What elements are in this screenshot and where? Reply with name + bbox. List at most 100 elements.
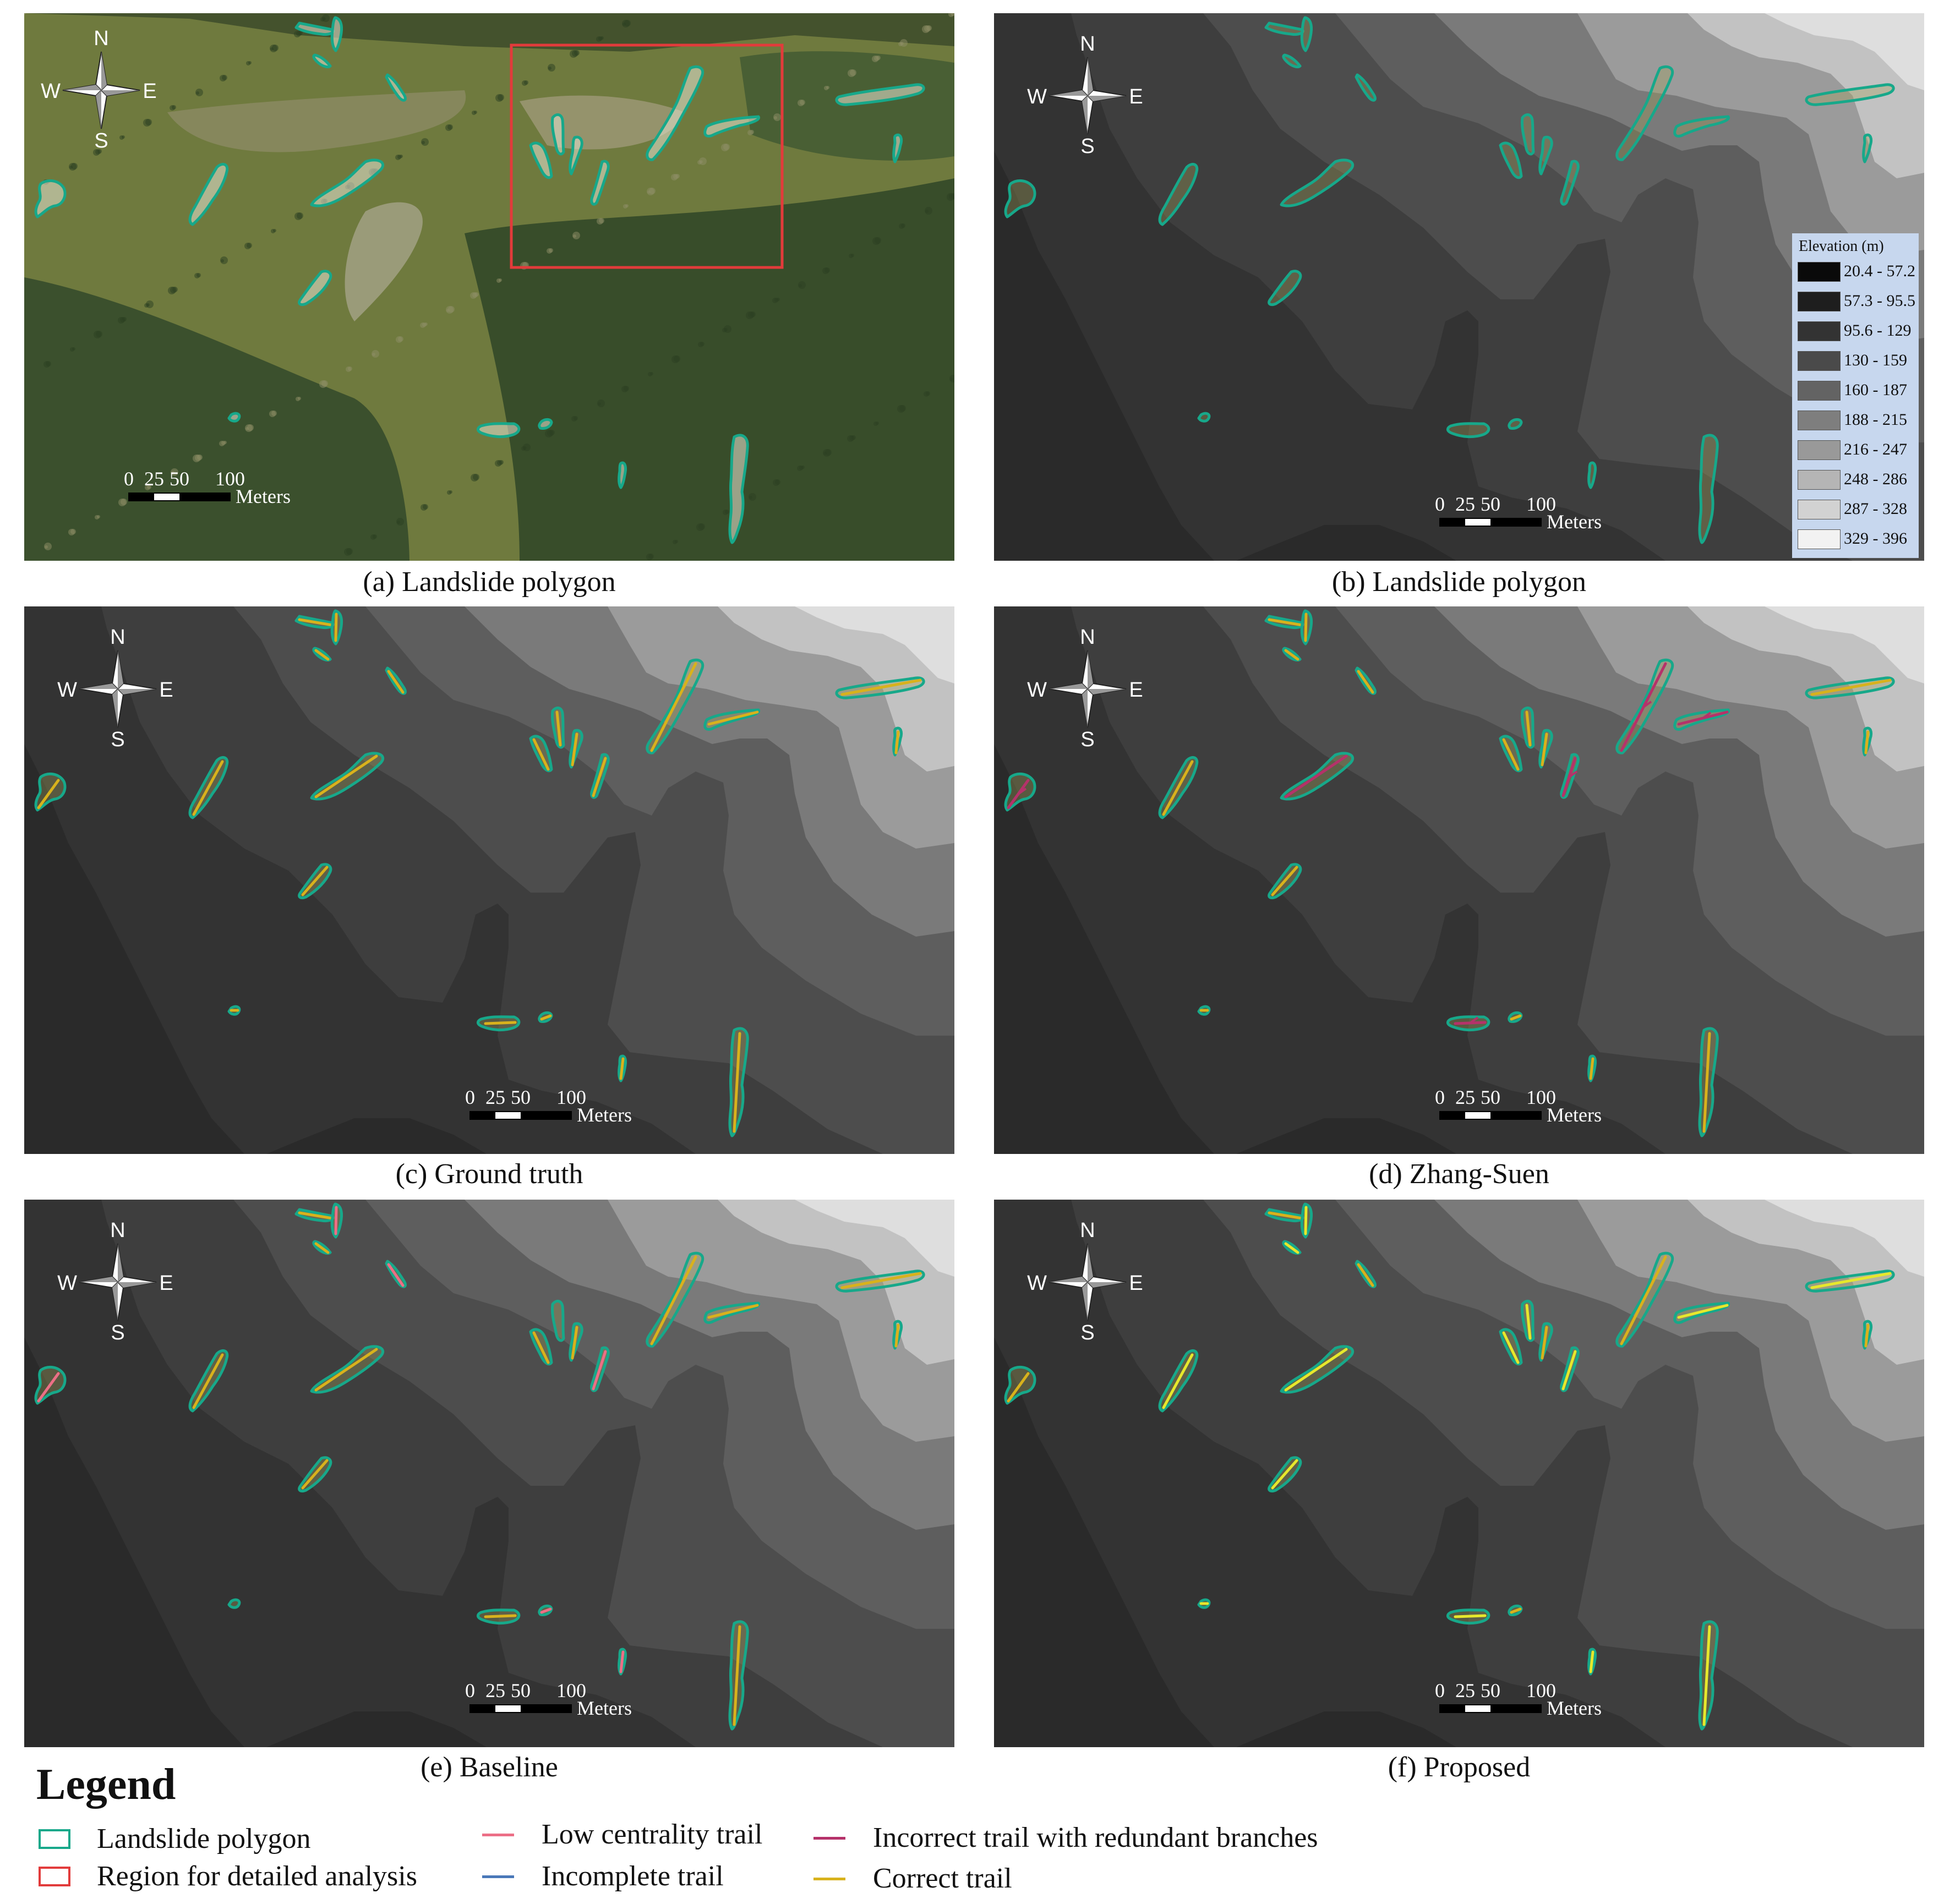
legend-label: Landslide polygon [97, 1823, 311, 1854]
landslide-polygon [590, 1346, 610, 1392]
scale-tick-label: 25 [485, 1086, 505, 1108]
elevation-class: 57.3 - 95.5 [1798, 289, 1915, 314]
landslide-polygon [298, 1456, 332, 1493]
trail-line [840, 679, 922, 696]
trail-line [1162, 760, 1194, 816]
panel-f: N S E W 0 25 50 100 Meters [994, 1200, 1924, 1747]
landslide-polygon [703, 115, 761, 138]
landslide-polygon [1446, 1015, 1490, 1032]
panel-c: N S E W 0 25 50 100 Meters [24, 606, 954, 1154]
trail-line [1810, 679, 1892, 696]
landslide-polygon [227, 1005, 241, 1016]
trail-line [1454, 1614, 1487, 1618]
redundant-branch [1642, 701, 1652, 708]
scale-tick-label: 0 [1435, 493, 1445, 515]
scale-tick-label: 50 [1481, 1086, 1500, 1108]
redundant-swatch [813, 1836, 845, 1840]
landslide-polygon [34, 179, 67, 218]
north-arrow-icon: N S E W [57, 626, 173, 751]
landslide-polygon [1004, 1365, 1036, 1405]
trail-line [1810, 1272, 1892, 1289]
trail-line [1702, 1032, 1711, 1133]
landslide-polygon [1197, 412, 1211, 423]
landslide-polygon [1300, 1202, 1313, 1239]
landslide-polygon [1521, 113, 1535, 156]
trail-line [540, 1607, 552, 1614]
scale-unit-label: Meters [1547, 511, 1602, 533]
trail-line [1864, 730, 1870, 754]
landslide-polygon [1560, 753, 1580, 799]
correct-swatch [813, 1877, 845, 1880]
landslide-polygon [1560, 1346, 1580, 1392]
elevation-swatch [1798, 262, 1841, 282]
trail-line [592, 1350, 607, 1391]
trail-line [1271, 1459, 1298, 1490]
panel-b: N S E W 0 25 50 100 Meters [994, 13, 1924, 561]
trail-line [1510, 1014, 1522, 1021]
compass-n-label: N [1080, 32, 1095, 56]
elevation-swatch [1798, 440, 1841, 460]
scale-unit-label: Meters [1547, 1697, 1602, 1719]
compass-n-label: N [110, 1219, 125, 1242]
scale-tick-label: 25 [1455, 493, 1475, 515]
north-arrow-icon: N S E W [57, 1219, 173, 1344]
landslide-polygon [551, 707, 565, 749]
landslide-polygon [1805, 83, 1895, 106]
elevation-swatch [1798, 411, 1841, 430]
landslide-polygon [477, 1608, 521, 1625]
elevation-class: 188 - 215 [1798, 408, 1907, 433]
scale-tick-label: 0 [1435, 1679, 1445, 1701]
panel-e: N S E W 0 25 50 100 Meters [24, 1200, 954, 1747]
trail-line [571, 732, 578, 767]
trail-line [592, 757, 607, 797]
trail-line [1525, 710, 1532, 747]
landslide-polygon [728, 1027, 749, 1137]
panel-d: N S E W 0 25 50 100 Meters [994, 606, 1924, 1154]
trail-line [1357, 670, 1374, 694]
landslide-polygon [1673, 1301, 1730, 1324]
elevation-class: 130 - 159 [1798, 349, 1907, 373]
landslide-polygon [892, 133, 903, 163]
landslide-polygon [1538, 1322, 1553, 1362]
scale-tick-label: 100 [215, 468, 245, 490]
trail-line [1589, 1650, 1594, 1673]
landslide-polygon [1282, 53, 1302, 69]
elevation-class: 20.4 - 57.2 [1798, 260, 1915, 284]
landslide-polygon [1805, 676, 1895, 699]
trail-line [1502, 1331, 1520, 1364]
scale-tick-label: 0 [124, 468, 134, 490]
landslide-polygon [538, 1011, 553, 1023]
scale-tick-label: 100 [1526, 1086, 1556, 1108]
landslide-polygon [1280, 752, 1354, 801]
landslide-polygon [1446, 1608, 1490, 1625]
trail-line [314, 1242, 330, 1254]
landslide-polygon [1615, 658, 1674, 754]
trail-line [314, 649, 330, 661]
landslide-polygon [312, 53, 332, 69]
caption-a: (a) Landslide polygon [363, 566, 616, 598]
landslide-polygon [1282, 647, 1302, 662]
elevation-class: 216 - 247 [1798, 438, 1907, 462]
scale-tick-label: 25 [144, 468, 164, 490]
landslide-polygon [34, 772, 67, 812]
trail-line [555, 710, 562, 747]
landslide-polygon [569, 1322, 583, 1362]
landslide-polygon [1004, 772, 1036, 812]
landslide-polygon [1268, 270, 1302, 307]
landslide-polygon [1615, 1251, 1674, 1348]
landslide-polygon [477, 1015, 521, 1032]
caption-d: (d) Zhang-Suen [1369, 1158, 1549, 1190]
elevation-swatch [1798, 292, 1841, 311]
trail-line [37, 1372, 60, 1403]
compass-s-label: S [111, 1321, 124, 1344]
compass-w-label: W [41, 80, 61, 103]
trail-line [387, 670, 405, 694]
landslide-polygon [310, 752, 384, 801]
landslide-polygon [298, 863, 332, 900]
landslide-polygon [1862, 726, 1873, 757]
compass-e-label: E [1129, 679, 1143, 702]
landslide-polygon [330, 1202, 343, 1239]
elevation-swatch [1798, 470, 1841, 490]
